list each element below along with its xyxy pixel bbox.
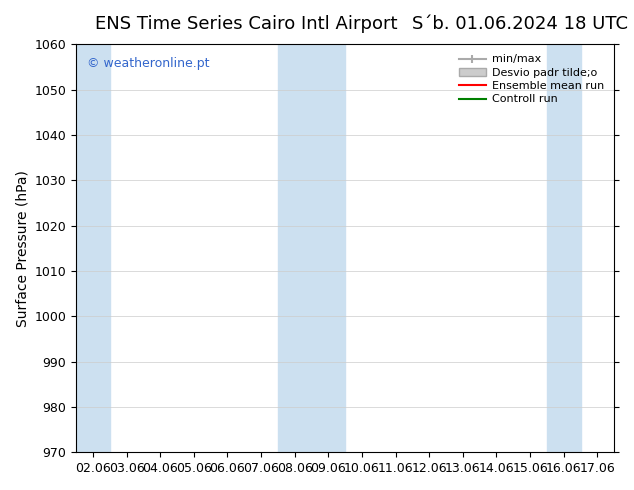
Bar <box>76 45 110 452</box>
Text: © weatheronline.pt: © weatheronline.pt <box>87 57 209 70</box>
Y-axis label: Surface Pressure (hPa): Surface Pressure (hPa) <box>15 170 29 327</box>
Bar <box>547 45 581 452</box>
Legend: min/max, Desvio padr tilde;o, Ensemble mean run, Controll run: min/max, Desvio padr tilde;o, Ensemble m… <box>454 50 609 109</box>
Text: S´b. 01.06.2024 18 UTC: S´b. 01.06.2024 18 UTC <box>412 15 628 33</box>
Text: ENS Time Series Cairo Intl Airport: ENS Time Series Cairo Intl Airport <box>95 15 398 33</box>
Bar <box>278 45 345 452</box>
